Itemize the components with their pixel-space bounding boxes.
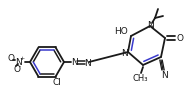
Text: O: O xyxy=(7,54,15,62)
Text: HO: HO xyxy=(114,27,128,36)
Text: CH₃: CH₃ xyxy=(132,73,148,82)
Text: N: N xyxy=(122,49,128,57)
Text: N: N xyxy=(161,70,167,79)
Text: +: + xyxy=(19,56,24,60)
Text: O: O xyxy=(176,34,184,43)
Text: N: N xyxy=(147,21,153,30)
Text: N: N xyxy=(15,57,21,66)
Text: N: N xyxy=(71,57,77,66)
Text: Cl: Cl xyxy=(52,78,61,87)
Text: N: N xyxy=(84,58,91,67)
Text: -: - xyxy=(19,64,21,69)
Text: O: O xyxy=(13,64,21,73)
